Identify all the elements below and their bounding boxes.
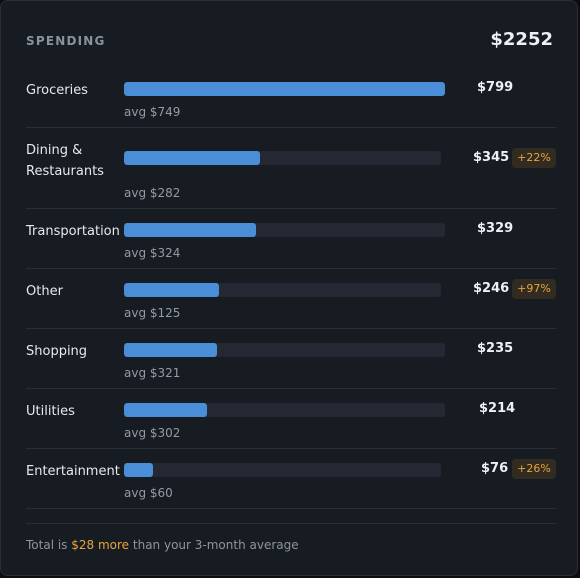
category-bar-fill [124, 343, 218, 357]
category-row: Entertainment avg $60 $76 +26% [26, 449, 556, 509]
category-name: Shopping [26, 344, 88, 359]
category-amount: $799 [477, 80, 514, 95]
category-average: avg $302 [124, 426, 181, 440]
category-change-badge: +22% [512, 148, 556, 168]
category-bar-track [124, 463, 441, 477]
category-bar-fill [124, 283, 220, 297]
category-row: Groceries avg $749 $799 [26, 68, 556, 128]
category-average: avg $324 [124, 246, 181, 260]
category-row: Dining & Restaurants avg $282 $345 +22% [26, 128, 556, 209]
category-average: avg $60 [124, 486, 173, 500]
category-bar-track [124, 283, 441, 297]
category-name: Groceries [26, 83, 88, 98]
category-bar-fill [124, 403, 208, 417]
category-bar-fill [124, 223, 256, 237]
category-name: Utilities [26, 404, 75, 419]
category-amount: $345 [473, 150, 510, 165]
category-bar-track [124, 151, 441, 165]
category-row: Utilities avg $302 $214 [26, 389, 556, 449]
summary-suffix: than your 3-month average [129, 538, 299, 552]
category-average: avg $749 [124, 105, 181, 119]
category-name: Entertainment [26, 464, 120, 479]
category-row: Transportation avg $324 $329 [26, 209, 556, 269]
category-amount: $235 [477, 341, 514, 356]
category-name: Other [26, 284, 63, 299]
category-amount: $76 [481, 461, 509, 476]
category-row: Other avg $125 $246 +97% [26, 269, 556, 329]
category-name: Transportation [26, 224, 120, 239]
category-list: Groceries avg $749 $799 Dining & Restaur… [26, 68, 556, 509]
spending-summary: Total is $28 more than your 3-month aver… [26, 537, 299, 553]
category-row: Shopping avg $321 $235 [26, 329, 556, 389]
category-bar-track [124, 223, 445, 237]
category-amount: $329 [477, 221, 514, 236]
summary-prefix: Total is [26, 538, 72, 552]
category-bar-track [124, 403, 445, 417]
category-amount: $246 [473, 281, 510, 296]
category-bar-fill [124, 151, 261, 165]
spending-total: $2252 [490, 29, 553, 50]
category-amount: $214 [479, 401, 516, 416]
category-bar-track [124, 82, 445, 96]
footer-divider [26, 523, 556, 524]
category-bar-track [124, 343, 445, 357]
category-bar-fill [124, 82, 445, 96]
category-average: avg $321 [124, 366, 181, 380]
category-average: avg $125 [124, 306, 181, 320]
category-bar-fill [124, 463, 153, 477]
category-change-badge: +97% [512, 279, 556, 299]
category-change-badge: +26% [512, 459, 556, 479]
category-average: avg $282 [124, 186, 181, 200]
summary-difference: $28 more [71, 538, 130, 552]
spending-header-label: SPENDING [26, 34, 106, 48]
category-name: Dining & Restaurants [26, 143, 104, 179]
